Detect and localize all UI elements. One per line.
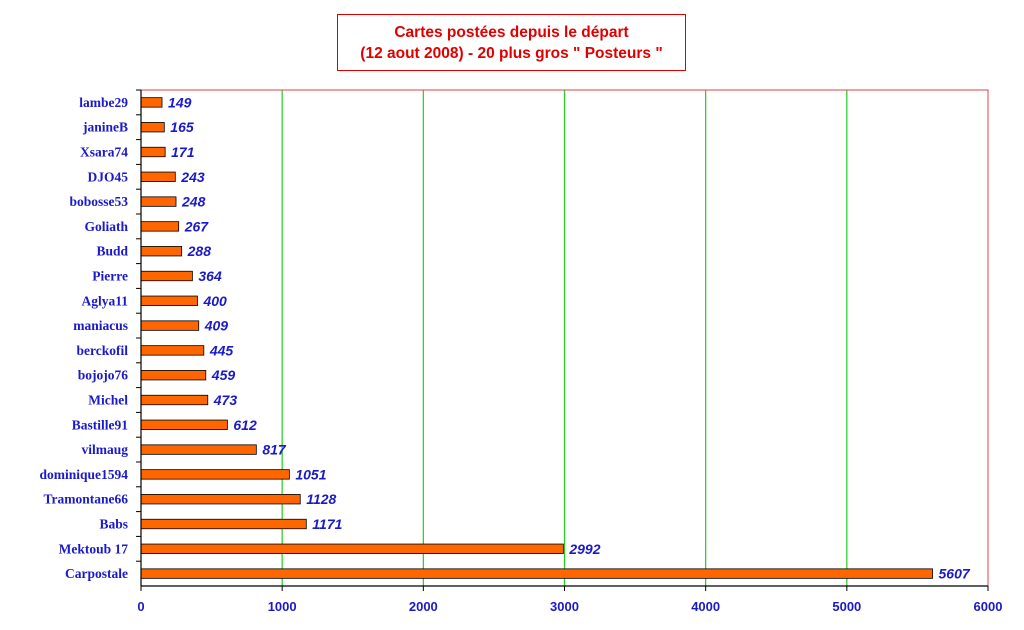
bar — [140, 444, 257, 455]
category-label: Bastille91 — [72, 417, 128, 432]
category-label: janineB — [82, 120, 128, 135]
category-label: dominique1594 — [39, 467, 128, 482]
category-label: berckofil — [77, 343, 129, 358]
bars — [140, 97, 933, 579]
category-label: DJO45 — [88, 169, 129, 184]
value-label: 473 — [213, 392, 238, 408]
value-label: 2992 — [568, 541, 600, 557]
category-label: Mektoub 17 — [59, 541, 129, 556]
bar — [140, 320, 200, 331]
bar — [140, 345, 205, 356]
bar — [140, 568, 933, 579]
chart-title-line-1: Cartes postées depuis le départ — [394, 23, 629, 41]
category-label: Michel — [88, 393, 128, 408]
category-label: Xsara74 — [80, 145, 128, 160]
category-label: Babs — [99, 517, 128, 532]
category-label: Budd — [96, 244, 128, 259]
bar — [140, 543, 564, 554]
bar — [140, 295, 198, 306]
value-label: 1051 — [295, 466, 326, 482]
bar — [140, 270, 193, 282]
bar — [140, 122, 165, 133]
bar — [140, 171, 176, 182]
x-tick-label: 4000 — [691, 599, 720, 614]
value-label: 1171 — [312, 516, 342, 532]
gridlines — [281, 90, 848, 586]
category-label: Carpostale — [65, 566, 128, 581]
x-axis: 0 1000 2000 3000 4000 5000 6000 — [136, 89, 1003, 614]
value-label: 445 — [209, 342, 234, 358]
value-label: 149 — [168, 94, 192, 110]
category-label: lambe29 — [79, 95, 128, 110]
value-label: 1128 — [306, 491, 336, 507]
bar — [140, 469, 290, 480]
category-label: Tramontane66 — [44, 492, 129, 507]
x-tick-label: 3000 — [550, 599, 579, 614]
x-tick-label: 2000 — [409, 599, 438, 614]
category-label: Pierre — [92, 269, 128, 284]
category-label: bobosse53 — [69, 194, 128, 209]
bar — [140, 146, 166, 158]
bar — [140, 419, 228, 430]
value-label: 171 — [171, 144, 195, 160]
bar — [140, 518, 307, 530]
value-label: 248 — [181, 194, 206, 210]
category-label: vilmaug — [81, 442, 128, 457]
bar — [140, 246, 183, 257]
value-label: 364 — [198, 268, 222, 284]
bar — [140, 196, 177, 207]
value-label: 459 — [211, 367, 236, 383]
bar — [140, 370, 207, 381]
x-tick-label: 0 — [137, 599, 144, 614]
bar — [140, 221, 180, 232]
category-labels: lambe29 janineB Xsara74 DJO45 bobosse53 Golia… — [39, 95, 128, 581]
value-label: 612 — [233, 417, 257, 433]
category-label: bojojo76 — [78, 368, 128, 383]
value-labels: 149 165 171 243 248 267 288 364 400 409 445 459 473 6… — [168, 94, 971, 581]
x-tick-label: 5000 — [832, 599, 861, 614]
bar — [140, 394, 209, 406]
value-label: 817 — [262, 442, 287, 458]
x-tick-label: 1000 — [268, 599, 297, 614]
bar — [140, 97, 163, 108]
value-label: 267 — [184, 218, 210, 234]
value-label: 243 — [180, 169, 205, 185]
x-tick-label: 6000 — [974, 599, 1003, 614]
bar — [140, 494, 301, 505]
category-label: maniacus — [73, 318, 128, 333]
value-label: 400 — [202, 293, 227, 309]
value-label: 165 — [170, 119, 194, 135]
category-label: Goliath — [84, 219, 128, 234]
value-label: 5607 — [939, 566, 971, 582]
chart-title: Cartes postées depuis le départ (12 aout… — [337, 14, 686, 71]
chart-title-line-2: (12 aout 2008) - 20 plus gros " Posteurs… — [360, 44, 663, 62]
value-label: 409 — [204, 318, 229, 334]
value-label: 288 — [187, 243, 212, 259]
category-label: Aglya11 — [81, 293, 128, 308]
